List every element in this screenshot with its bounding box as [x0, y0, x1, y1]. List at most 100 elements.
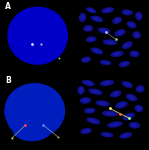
Ellipse shape — [84, 108, 96, 114]
Ellipse shape — [124, 11, 130, 14]
Ellipse shape — [136, 85, 145, 93]
Ellipse shape — [100, 80, 114, 86]
Ellipse shape — [7, 7, 68, 65]
Ellipse shape — [80, 15, 84, 20]
Ellipse shape — [118, 103, 125, 107]
Ellipse shape — [131, 123, 138, 127]
Ellipse shape — [102, 111, 118, 117]
Ellipse shape — [138, 87, 143, 91]
Ellipse shape — [135, 12, 142, 20]
Ellipse shape — [86, 36, 97, 42]
Ellipse shape — [115, 101, 128, 108]
Ellipse shape — [110, 90, 121, 98]
Ellipse shape — [122, 134, 129, 137]
Ellipse shape — [123, 113, 135, 120]
Ellipse shape — [80, 128, 92, 134]
Ellipse shape — [122, 41, 133, 49]
Ellipse shape — [86, 7, 96, 13]
Ellipse shape — [96, 100, 110, 106]
Ellipse shape — [24, 88, 59, 114]
Ellipse shape — [103, 39, 117, 45]
Ellipse shape — [79, 13, 86, 22]
Ellipse shape — [136, 106, 141, 111]
Ellipse shape — [104, 133, 111, 136]
Ellipse shape — [129, 96, 135, 100]
Ellipse shape — [87, 109, 93, 112]
Ellipse shape — [4, 99, 28, 125]
Ellipse shape — [88, 88, 103, 95]
Ellipse shape — [83, 129, 89, 133]
Ellipse shape — [91, 48, 103, 54]
Ellipse shape — [114, 52, 121, 56]
Ellipse shape — [93, 49, 100, 53]
Ellipse shape — [88, 9, 94, 12]
Ellipse shape — [7, 108, 39, 134]
Ellipse shape — [122, 81, 133, 88]
Ellipse shape — [101, 29, 108, 32]
Ellipse shape — [100, 60, 111, 65]
Ellipse shape — [101, 7, 114, 13]
Ellipse shape — [117, 31, 123, 35]
Ellipse shape — [88, 38, 94, 41]
Ellipse shape — [119, 61, 130, 67]
Ellipse shape — [13, 121, 51, 141]
Ellipse shape — [83, 58, 89, 61]
Ellipse shape — [137, 14, 141, 18]
Ellipse shape — [30, 32, 59, 55]
Ellipse shape — [124, 83, 130, 86]
Ellipse shape — [80, 97, 91, 104]
Ellipse shape — [26, 109, 58, 135]
Ellipse shape — [99, 102, 107, 105]
Ellipse shape — [12, 30, 41, 53]
Ellipse shape — [89, 119, 97, 123]
Ellipse shape — [82, 80, 95, 86]
Ellipse shape — [114, 29, 126, 36]
Ellipse shape — [132, 31, 141, 39]
Ellipse shape — [112, 17, 122, 24]
Ellipse shape — [111, 51, 124, 57]
Ellipse shape — [126, 94, 137, 101]
Ellipse shape — [79, 88, 83, 93]
Ellipse shape — [101, 132, 114, 137]
Ellipse shape — [107, 121, 123, 128]
Ellipse shape — [82, 99, 89, 102]
Ellipse shape — [129, 23, 134, 27]
Ellipse shape — [91, 90, 99, 93]
Ellipse shape — [134, 33, 139, 37]
Ellipse shape — [20, 13, 56, 31]
Ellipse shape — [6, 90, 41, 119]
Ellipse shape — [125, 114, 132, 119]
Ellipse shape — [102, 61, 109, 64]
Ellipse shape — [30, 13, 59, 36]
Ellipse shape — [85, 81, 92, 85]
Ellipse shape — [98, 27, 111, 34]
Ellipse shape — [42, 99, 65, 125]
Ellipse shape — [105, 112, 114, 115]
Ellipse shape — [129, 51, 140, 57]
Ellipse shape — [81, 57, 91, 63]
Ellipse shape — [124, 43, 130, 47]
Ellipse shape — [14, 86, 55, 106]
Ellipse shape — [104, 9, 111, 12]
Ellipse shape — [106, 41, 114, 44]
Ellipse shape — [103, 81, 111, 85]
Ellipse shape — [77, 86, 85, 95]
Ellipse shape — [83, 25, 93, 32]
Ellipse shape — [13, 14, 45, 40]
Ellipse shape — [121, 9, 133, 15]
Ellipse shape — [129, 122, 140, 129]
Ellipse shape — [111, 123, 119, 126]
Ellipse shape — [114, 18, 120, 22]
Ellipse shape — [22, 42, 53, 63]
Ellipse shape — [91, 16, 103, 22]
Ellipse shape — [135, 105, 143, 112]
Ellipse shape — [4, 83, 65, 138]
Ellipse shape — [86, 27, 91, 30]
Ellipse shape — [86, 117, 100, 124]
Ellipse shape — [93, 17, 100, 21]
Ellipse shape — [127, 21, 136, 28]
Text: A: A — [5, 2, 11, 11]
Text: B: B — [5, 76, 11, 85]
Ellipse shape — [113, 92, 119, 96]
Ellipse shape — [119, 132, 132, 139]
